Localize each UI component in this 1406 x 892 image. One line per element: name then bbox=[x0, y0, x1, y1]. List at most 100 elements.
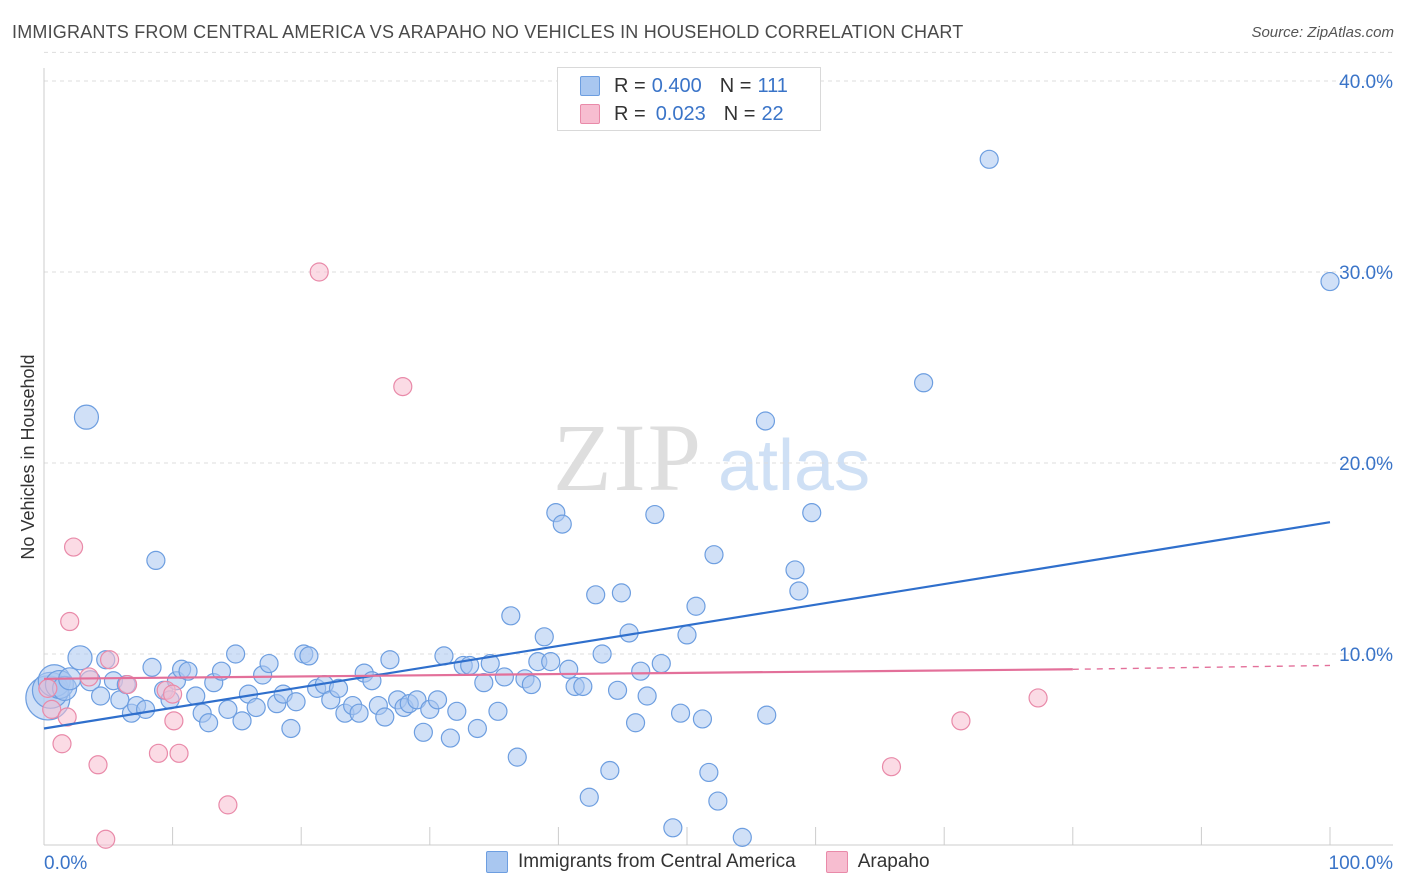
data-point-central-america bbox=[631, 661, 651, 681]
data-point-central-america bbox=[488, 701, 508, 721]
data-point-central-america bbox=[607, 680, 628, 700]
data-point-central-america bbox=[704, 545, 724, 565]
data-point-central-america bbox=[413, 722, 433, 742]
data-point-central-america bbox=[651, 653, 671, 674]
series-legend: Immigrants from Central America Arapaho bbox=[486, 851, 960, 873]
legend-r-label: R = bbox=[614, 102, 646, 125]
legend-n-label: N = bbox=[723, 102, 756, 125]
data-point-central-america bbox=[600, 760, 620, 781]
data-point-central-america bbox=[732, 827, 752, 847]
data-point-central-america bbox=[611, 583, 632, 603]
data-point-central-america bbox=[447, 701, 467, 721]
data-point-central-america bbox=[914, 373, 934, 393]
data-point-central-america bbox=[663, 818, 683, 838]
data-point-central-america bbox=[246, 697, 266, 718]
data-point-arapaho bbox=[951, 711, 971, 731]
data-point-central-america bbox=[579, 787, 599, 807]
y-tick-label: 10.0% bbox=[1339, 645, 1393, 666]
data-point-central-america bbox=[199, 713, 219, 733]
source-credit: Source: ZipAtlas.com bbox=[1251, 24, 1394, 41]
data-point-central-america bbox=[686, 596, 706, 616]
chart-title: IMMIGRANTS FROM CENTRAL AMERICA VS ARAPA… bbox=[12, 22, 964, 42]
data-point-central-america bbox=[178, 661, 198, 681]
data-point-arapaho bbox=[309, 262, 329, 282]
data-point-arapaho bbox=[99, 650, 120, 670]
data-point-arapaho bbox=[164, 711, 184, 731]
trend-lines bbox=[43, 521, 1331, 730]
legend-row-blue: R = 0.400 N = 111 bbox=[580, 74, 788, 98]
data-point-central-america bbox=[440, 728, 460, 748]
data-point-arapaho bbox=[79, 667, 99, 687]
data-point-central-america bbox=[559, 659, 579, 679]
legend-r-value: 0.023 bbox=[655, 102, 706, 125]
legend-row-pink: R = 0.023 N = 22 bbox=[580, 102, 784, 126]
series-legend-item-arapaho: Arapaho bbox=[825, 851, 930, 873]
data-point-arapaho bbox=[60, 611, 80, 632]
data-point-central-america bbox=[785, 560, 805, 580]
data-point-arapaho bbox=[38, 678, 58, 698]
data-point-central-america bbox=[645, 504, 665, 525]
y-tick-label: 40.0% bbox=[1339, 72, 1393, 93]
data-point-arapaho bbox=[42, 699, 62, 719]
data-point-arapaho bbox=[88, 755, 108, 775]
data-point-arapaho bbox=[96, 829, 116, 849]
data-point-arapaho bbox=[52, 734, 72, 754]
data-point-arapaho bbox=[169, 743, 189, 763]
data-point-arapaho bbox=[1028, 688, 1048, 708]
data-point-central-america bbox=[552, 514, 572, 534]
data-point-central-america bbox=[592, 644, 612, 664]
data-point-arapaho bbox=[117, 674, 138, 695]
data-point-central-america bbox=[299, 646, 319, 666]
watermark-zip: ZIP bbox=[553, 404, 703, 511]
data-point-central-america bbox=[534, 627, 554, 647]
legend-n-label: N = bbox=[719, 74, 752, 97]
series-legend-item-central-america: Immigrants from Central America bbox=[486, 851, 796, 873]
data-point-central-america bbox=[507, 747, 527, 767]
data-point-central-america bbox=[1320, 271, 1340, 292]
legend-n-value: 111 bbox=[757, 74, 788, 97]
trend-line-central-america bbox=[43, 521, 1331, 730]
data-point-central-america bbox=[135, 699, 156, 719]
data-point-arapaho bbox=[393, 377, 413, 397]
data-point-central-america bbox=[259, 653, 279, 674]
data-point-arapaho bbox=[218, 795, 238, 815]
legend-r-label: R = bbox=[614, 74, 646, 97]
data-point-central-america bbox=[434, 646, 454, 666]
data-point-arapaho bbox=[148, 743, 169, 763]
y-tick-label: 20.0% bbox=[1339, 454, 1393, 475]
trend-line-arapaho bbox=[43, 668, 1073, 680]
trend-line-arapaho-extension bbox=[1072, 664, 1331, 670]
legend-swatch-pink bbox=[580, 104, 600, 124]
data-point-arapaho bbox=[163, 684, 183, 704]
data-point-central-america bbox=[226, 644, 246, 664]
x-tick-labels: 0.0% 100.0% bbox=[44, 853, 1393, 874]
data-point-central-america bbox=[573, 676, 593, 697]
legend-n-value: 22 bbox=[761, 102, 784, 125]
data-point-central-america bbox=[407, 690, 427, 710]
data-point-arapaho bbox=[881, 757, 902, 777]
data-point-central-america bbox=[637, 686, 657, 706]
y-tick-labels: 10.0% 20.0% 30.0% 40.0% bbox=[1339, 72, 1393, 666]
legend-r-value: 0.400 bbox=[651, 74, 702, 97]
stats-legend: R = 0.400 N = 111 R = 0.023 N = 22 bbox=[557, 67, 821, 131]
data-point-arapaho bbox=[63, 537, 84, 557]
data-point-central-america bbox=[625, 713, 646, 733]
data-point-central-america bbox=[586, 585, 606, 605]
data-point-central-america bbox=[232, 711, 252, 731]
data-point-central-america bbox=[521, 674, 541, 695]
data-point-central-america bbox=[757, 705, 777, 725]
grid-lines bbox=[44, 51, 1393, 655]
data-point-central-america bbox=[427, 690, 448, 710]
data-point-central-america bbox=[494, 667, 514, 687]
data-point-central-america bbox=[286, 692, 306, 712]
data-point-central-america bbox=[349, 703, 369, 723]
data-point-central-america bbox=[328, 678, 349, 698]
data-point-central-america bbox=[73, 404, 100, 430]
data-point-central-america bbox=[375, 707, 395, 727]
series-name: Immigrants from Central America bbox=[518, 851, 796, 872]
data-point-central-america bbox=[541, 652, 561, 672]
data-point-central-america bbox=[211, 661, 232, 681]
data-point-central-america bbox=[380, 650, 400, 670]
data-point-central-america bbox=[501, 606, 521, 626]
data-point-central-america bbox=[480, 653, 500, 674]
